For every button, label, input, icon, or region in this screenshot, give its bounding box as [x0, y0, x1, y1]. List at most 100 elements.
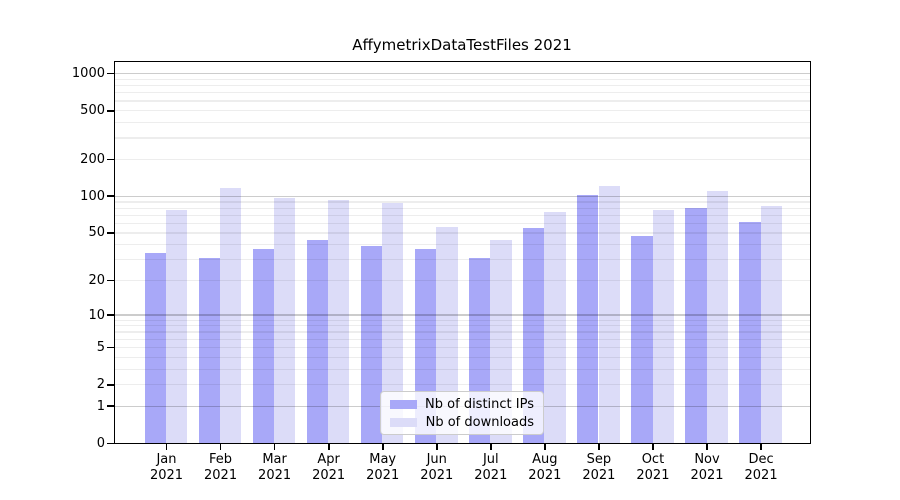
y-tick-label: 10: [88, 307, 105, 323]
x-tick-label: May 2021: [355, 452, 411, 485]
y-gridline-minor: [113, 325, 811, 327]
bar-downloads: [760, 205, 782, 444]
x-tick-year: 2021: [149, 468, 184, 483]
bar-distinct-ips: [685, 208, 707, 444]
y-gridline-minor: [113, 109, 811, 112]
bar-distinct-ips: [253, 248, 275, 444]
y-gridline-major: [113, 195, 811, 197]
x-tick-mark: [489, 443, 492, 450]
x-tick-mark: [435, 443, 438, 450]
x-tick-mark: [598, 443, 600, 450]
x-tick-year: 2021: [312, 468, 346, 483]
y-gridline-minor: [113, 78, 811, 80]
bar-distinct-ips: [361, 245, 383, 444]
y-gridline-minor: [113, 207, 811, 209]
y-gridline-minor: [113, 84, 811, 87]
y-gridline-minor: [113, 331, 811, 333]
x-tick-year: 2021: [204, 468, 238, 483]
x-tick-year: 2021: [528, 468, 562, 483]
y-tick-label: 1000: [71, 66, 105, 82]
legend-swatch-distinct-ips: [390, 399, 417, 409]
y-gridline-minor: [113, 368, 811, 370]
y-tick-mark: [106, 279, 114, 282]
y-tick-mark: [106, 405, 114, 408]
y-gridline-minor: [113, 222, 811, 225]
y-tick-label: 2: [96, 377, 105, 393]
x-tick-mark: [165, 443, 168, 450]
x-tick-year: 2021: [366, 468, 400, 483]
y-gridline-minor: [113, 338, 811, 340]
x-tick-mark: [219, 443, 222, 450]
x-tick-mark: [327, 443, 330, 450]
x-tick-label: Aug 2021: [517, 452, 573, 485]
y-gridline-major: [113, 72, 811, 75]
x-tick-month: Mar: [262, 451, 287, 467]
x-tick-year: 2021: [690, 468, 724, 483]
y-tick-mark: [106, 442, 114, 445]
bar-downloads: [436, 227, 458, 444]
x-tick-year: 2021: [420, 468, 454, 483]
y-tick-mark: [106, 158, 114, 161]
y-gridline-minor: [113, 258, 811, 261]
legend-label-distinct-ips: Nb of distinct IPs: [425, 396, 534, 412]
y-gridline-minor: [113, 243, 811, 246]
x-tick-month: Oct: [641, 451, 665, 467]
x-tick-year: 2021: [744, 468, 778, 483]
x-tick-year: 2021: [474, 468, 508, 483]
bar-downloads: [274, 197, 296, 444]
y-tick-label: 1: [96, 398, 105, 414]
y-gridline-minor: [113, 319, 811, 321]
legend-label-downloads: Nb of downloads: [425, 414, 534, 430]
y-tick-mark: [106, 346, 114, 349]
x-tick-month: Feb: [209, 451, 233, 467]
y-gridline-minor: [113, 201, 811, 203]
x-tick-mark: [543, 443, 546, 450]
y-gridline-minor: [113, 232, 811, 234]
y-gridline-minor: [113, 279, 811, 282]
y-tick-mark: [106, 195, 114, 198]
y-tick-label: 0: [96, 436, 105, 451]
y-tick-mark: [106, 314, 114, 316]
x-tick-month: Nov: [694, 451, 720, 467]
x-tick-label: Nov 2021: [679, 452, 735, 485]
x-tick-mark: [273, 443, 276, 450]
bar-distinct-ips: [307, 239, 329, 444]
x-tick-month: Jul: [482, 451, 499, 467]
x-tick-label: Feb 2021: [193, 452, 249, 485]
bar-distinct-ips: [144, 253, 167, 444]
x-tick-month: May: [369, 451, 397, 467]
x-tick-month: Jun: [426, 451, 447, 467]
x-tick-month: Apr: [317, 451, 340, 467]
x-tick-label: Jul 2021: [463, 452, 519, 485]
y-gridline-minor: [113, 137, 811, 139]
y-tick-label: 50: [88, 225, 105, 241]
y-tick-mark: [106, 109, 114, 112]
bar-distinct-ips: [739, 222, 761, 444]
y-gridline-minor: [113, 384, 811, 386]
y-tick-label: 500: [80, 103, 105, 119]
x-tick-label: Apr 2021: [301, 452, 357, 485]
bar-downloads: [220, 188, 242, 444]
y-tick-mark: [106, 383, 114, 386]
y-tick-label: 100: [80, 188, 105, 204]
bar-distinct-ips: [198, 257, 221, 444]
legend-row-downloads: Nb of downloads: [390, 415, 534, 430]
x-tick-mark: [706, 443, 708, 450]
legend-swatch-downloads: [390, 417, 417, 427]
y-tick-mark: [106, 232, 114, 234]
bar-distinct-ips: [523, 227, 545, 444]
x-tick-month: Sep: [586, 451, 612, 467]
x-tick-year: 2021: [582, 468, 616, 483]
y-gridline-minor: [113, 121, 811, 124]
y-tick-label: 5: [96, 340, 105, 356]
x-tick-label: Oct 2021: [625, 452, 681, 485]
x-tick-month: Dec: [748, 451, 774, 467]
x-tick-label: Jun 2021: [409, 452, 465, 485]
x-tick-mark: [652, 443, 654, 450]
legend: Nb of distinct IPs Nb of downloads: [380, 391, 544, 435]
x-tick-mark: [381, 443, 384, 450]
bar-downloads: [166, 209, 188, 444]
bar-downloads: [598, 185, 620, 444]
bar-downloads: [544, 211, 566, 444]
y-tick-label: 20: [88, 272, 105, 288]
